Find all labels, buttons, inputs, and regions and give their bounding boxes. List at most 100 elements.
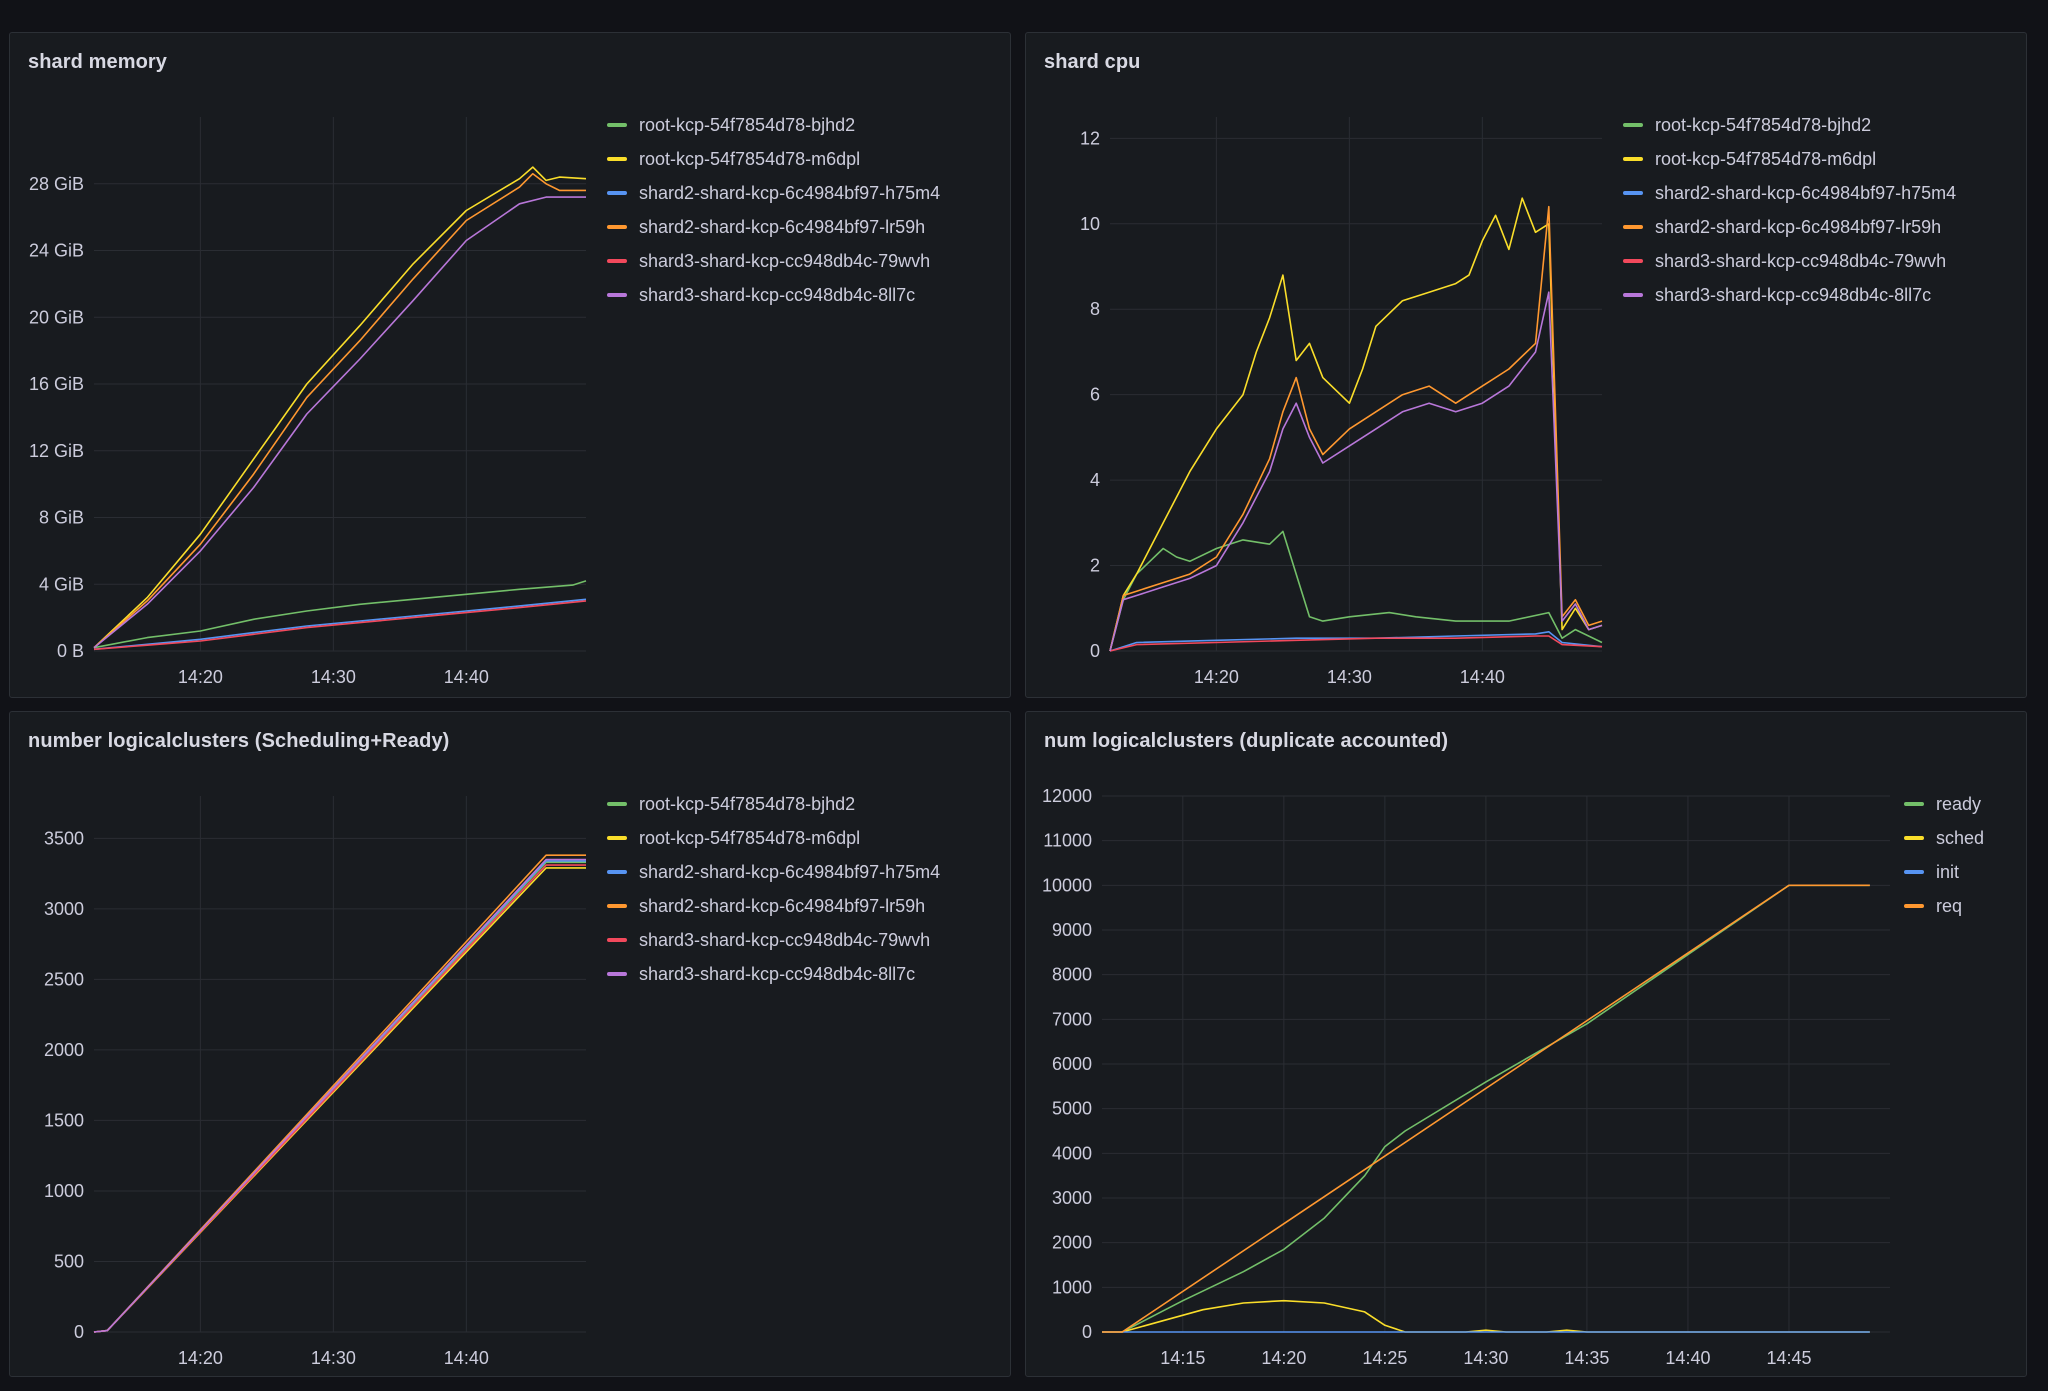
series-line-ready xyxy=(1102,884,1870,1333)
legend-item[interactable]: sched xyxy=(1904,821,1984,855)
y-tick-label: 12 xyxy=(1080,128,1100,148)
legend-item[interactable]: root-kcp-54f7854d78-m6dpl xyxy=(607,821,940,855)
y-tick-label: 4 GiB xyxy=(39,574,84,594)
legend: root-kcp-54f7854d78-bjhd2 root-kcp-54f785… xyxy=(1623,108,1956,312)
panel-title[interactable]: shard cpu xyxy=(1044,51,1141,73)
series-line-root-kcp-54f7854d78-m6dpl xyxy=(93,166,587,649)
chart-shard-memory: 0 B 4 GiB 8 GiB 12 GiB 16 GiB 20 GiB 24 GiB 28 … xyxy=(29,117,587,687)
legend-item[interactable]: shard3-shard-kcp-cc948db4c-79wvh xyxy=(607,923,940,957)
legend-label: root-kcp-54f7854d78-bjhd2 xyxy=(639,114,856,135)
series-line-shard2-shard-kcp-6c4984bf97-h75m4 xyxy=(1109,630,1603,652)
legend-item[interactable]: shard3-shard-kcp-cc948db4c-8ll7c xyxy=(607,957,940,991)
x-tick-label: 14:30 xyxy=(1463,1348,1508,1368)
legend-item[interactable]: req xyxy=(1904,889,1984,923)
series-line-shard2-shard-kcp-6c4984bf97-lr59h xyxy=(1109,205,1603,652)
y-tick-label: 8000 xyxy=(1052,965,1092,985)
y-tick-label: 24 GiB xyxy=(29,241,84,261)
y-tick-label: 8 xyxy=(1090,299,1100,319)
panel-title[interactable]: num logicalclusters (duplicate accounted… xyxy=(1044,730,1449,752)
series-line-root-kcp-54f7854d78-bjhd2 xyxy=(93,580,587,649)
panel-shard-memory: shard memory 0 B 4 GiB 8 GiB 12 GiB 16 GiB 20… xyxy=(9,32,1011,698)
legend: ready sched init req xyxy=(1904,787,1984,923)
x-tick-label: 14:40 xyxy=(1460,667,1505,687)
legend-item[interactable]: root-kcp-54f7854d78-m6dpl xyxy=(1623,142,1956,176)
legend-item[interactable]: root-kcp-54f7854d78-bjhd2 xyxy=(607,787,940,821)
chart-num-logicalclusters: 0 1000 2000 3000 4000 5000 6000 7000 8000 9000 100… xyxy=(1042,786,1890,1368)
y-tick-label: 11000 xyxy=(1043,831,1092,851)
y-tick-label: 3000 xyxy=(44,899,84,919)
y-tick-label: 3000 xyxy=(1052,1188,1092,1208)
legend-item[interactable]: shard2-shard-kcp-6c4984bf97-h75m4 xyxy=(1623,176,1956,210)
series-line-root-kcp-54f7854d78-m6dpl xyxy=(93,867,586,1333)
legend-label: shard2-shard-kcp-6c4984bf97-lr59h xyxy=(639,895,926,916)
legend-item[interactable]: shard3-shard-kcp-cc948db4c-79wvh xyxy=(1623,244,1956,278)
y-tick-label: 1500 xyxy=(44,1110,84,1130)
legend-item[interactable]: shard2-shard-kcp-6c4984bf97-lr59h xyxy=(1623,210,1956,244)
legend-swatch xyxy=(607,870,627,874)
y-tick-label: 0 B xyxy=(57,641,84,661)
legend-item[interactable]: root-kcp-54f7854d78-m6dpl xyxy=(607,142,940,176)
legend-item[interactable]: shard3-shard-kcp-cc948db4c-8ll7c xyxy=(1623,278,1956,312)
legend-label: sched xyxy=(1936,827,1985,848)
legend-item[interactable]: shard2-shard-kcp-6c4984bf97-lr59h xyxy=(607,889,940,923)
series-line-shard2-shard-kcp-6c4984bf97-h75m4 xyxy=(93,598,587,651)
x-tick-label: 14:20 xyxy=(1261,1348,1306,1368)
legend-swatch xyxy=(607,259,627,263)
legend-swatch xyxy=(1904,904,1924,908)
y-tick-label: 4000 xyxy=(1052,1143,1092,1163)
legend-swatch xyxy=(607,938,627,942)
y-tick-label: 6000 xyxy=(1052,1054,1092,1074)
legend-label: shard3-shard-kcp-cc948db4c-79wvh xyxy=(1655,250,1947,271)
legend-swatch xyxy=(607,904,627,908)
x-tick-label: 14:30 xyxy=(311,667,356,687)
x-tick-label: 14:25 xyxy=(1362,1348,1407,1368)
series-line-req xyxy=(1102,884,1870,1333)
legend-label: shard3-shard-kcp-cc948db4c-79wvh xyxy=(639,250,931,271)
x-tick-label: 14:30 xyxy=(311,1348,356,1368)
legend: root-kcp-54f7854d78-bjhd2 root-kcp-54f785… xyxy=(607,787,940,991)
legend-swatch xyxy=(1623,123,1643,127)
y-tick-label: 0 xyxy=(1082,1322,1092,1342)
y-tick-label: 2000 xyxy=(44,1040,84,1060)
legend-swatch xyxy=(1623,191,1643,195)
legend-item[interactable]: shard3-shard-kcp-cc948db4c-8ll7c xyxy=(607,278,940,312)
legend-label: root-kcp-54f7854d78-bjhd2 xyxy=(1655,114,1872,135)
legend-label: root-kcp-54f7854d78-m6dpl xyxy=(639,827,861,848)
series-line-root-kcp-54f7854d78-m6dpl xyxy=(1109,197,1603,652)
series-line-shard3-shard-kcp-cc948db4c-79wvh xyxy=(1109,635,1603,652)
legend-swatch xyxy=(1904,802,1924,806)
x-tick-label: 14:40 xyxy=(444,1348,489,1368)
legend-item[interactable]: shard2-shard-kcp-6c4984bf97-lr59h xyxy=(607,210,940,244)
legend-swatch xyxy=(1904,836,1924,840)
panel-title[interactable]: number logicalclusters (Scheduling+Ready… xyxy=(28,730,450,752)
panel-number-logicalclusters: number logicalclusters (Scheduling+Ready… xyxy=(9,711,1011,1377)
x-tick-label: 14:15 xyxy=(1160,1348,1205,1368)
y-tick-label: 6 xyxy=(1090,385,1100,405)
legend-swatch xyxy=(607,836,627,840)
legend-item[interactable]: root-kcp-54f7854d78-bjhd2 xyxy=(1623,108,1956,142)
y-tick-label: 0 xyxy=(1090,641,1100,661)
panel-title[interactable]: shard memory xyxy=(28,51,168,73)
x-tick-label: 14:30 xyxy=(1327,667,1372,687)
legend-label: shard3-shard-kcp-cc948db4c-8ll7c xyxy=(1655,284,1932,305)
legend-swatch xyxy=(607,972,627,976)
legend-item[interactable]: root-kcp-54f7854d78-bjhd2 xyxy=(607,108,940,142)
series-line-shard2-shard-kcp-6c4984bf97-lr59h xyxy=(93,854,586,1333)
legend-item[interactable]: init xyxy=(1904,855,1984,889)
legend-item[interactable]: shard2-shard-kcp-6c4984bf97-h75m4 xyxy=(607,855,940,889)
chart-shard-cpu: 0 2 4 6 8 10 12 14:20 14:30 14:40 xyxy=(1080,117,1603,687)
legend-label: shard3-shard-kcp-cc948db4c-79wvh xyxy=(639,929,931,950)
legend-label: req xyxy=(1936,895,1963,916)
y-tick-label: 20 GiB xyxy=(29,307,84,327)
legend-item[interactable]: ready xyxy=(1904,787,1984,821)
legend-swatch xyxy=(1623,259,1643,263)
x-tick-label: 14:40 xyxy=(444,667,489,687)
y-tick-label: 9000 xyxy=(1052,920,1092,940)
y-tick-label: 3500 xyxy=(44,828,84,848)
y-tick-label: 1000 xyxy=(1052,1277,1092,1297)
y-tick-label: 5000 xyxy=(1052,1099,1092,1119)
legend-item[interactable]: shard3-shard-kcp-cc948db4c-79wvh xyxy=(607,244,940,278)
x-tick-label: 14:20 xyxy=(178,1348,223,1368)
legend-item[interactable]: shard2-shard-kcp-6c4984bf97-h75m4 xyxy=(607,176,940,210)
y-tick-label: 28 GiB xyxy=(29,174,84,194)
